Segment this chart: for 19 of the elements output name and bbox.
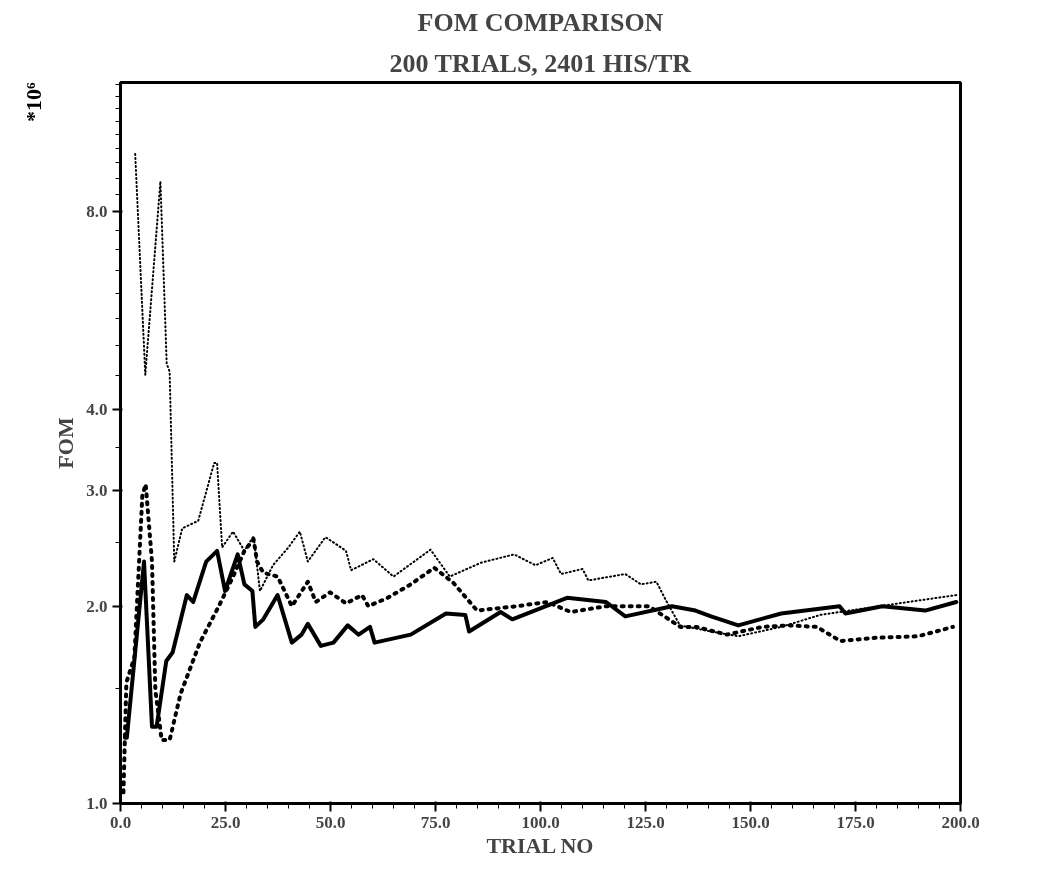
x-tick-label: 25.0 — [210, 812, 241, 832]
x-axis-title: TRIAL NO — [486, 832, 594, 858]
x-tick-label: 150.0 — [731, 812, 770, 832]
x-tick-label: 75.0 — [420, 812, 451, 832]
y-axis-title: FOM — [53, 417, 79, 469]
x-tick-label: 200.0 — [941, 812, 980, 832]
x-tick-label: 50.0 — [315, 812, 346, 832]
text: *10⁶ — [20, 82, 46, 123]
x-tick-label: 0.0 — [109, 812, 132, 832]
x-tick-label: 100.0 — [521, 812, 560, 832]
y-tick-label: 8.0 — [86, 202, 108, 222]
x-tick-label: 125.0 — [626, 812, 665, 832]
chart-subtitle: 200 TRIALS, 2401 HIS/TR — [389, 48, 692, 78]
y-tick-label: 2.0 — [86, 596, 108, 616]
y-tick-label: 4.0 — [86, 399, 108, 419]
y-tick-label: 1.0 — [86, 794, 108, 813]
chart-title: FOM COMPARISON — [417, 7, 664, 37]
x-tick-label: 175.0 — [836, 812, 875, 832]
y-tick-label: 3.0 — [86, 481, 108, 501]
